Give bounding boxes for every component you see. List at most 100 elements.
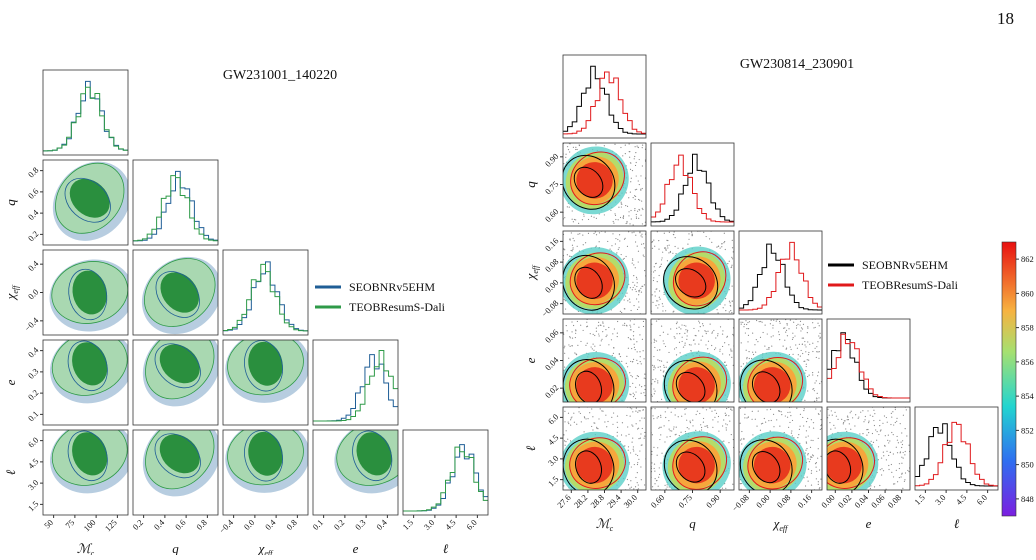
sample-dot [802,352,804,355]
sample-dot [702,421,705,423]
sample-dot [656,281,658,283]
sample-dot [741,438,743,440]
sample-dot [636,482,638,484]
sample-dot [808,426,810,428]
sample-dot [653,277,655,279]
sample-dot [633,323,635,325]
sample-dot [665,248,667,250]
x-tick-label: 3.0 [933,492,948,507]
sample-dot [636,341,638,343]
sample-dot [879,430,881,432]
sample-dot [629,372,631,374]
sample-dot [801,337,803,339]
sample-dot [674,337,676,339]
sample-dot [662,376,665,378]
sample-dot [629,407,631,409]
sample-dot [638,326,640,328]
sample-dot [626,414,628,417]
sample-dot [803,408,805,410]
sample-dot [808,351,810,354]
contour [160,272,200,313]
sample-dot [799,413,802,415]
colorbar-tick-label: 856 [1021,357,1034,367]
panel-frame [222,429,309,516]
y-tick-label: 1.5 [546,474,561,489]
sample-dot [662,251,664,253]
sample-dot [576,245,578,247]
sample-dot [604,231,606,233]
sample-dot [817,448,819,450]
sample-dot [574,352,576,354]
sample-dot [768,346,770,349]
sample-dot [784,415,786,417]
sample-dot [877,459,879,461]
sample-dot [877,446,880,448]
sample-dot [635,298,638,300]
sample-dot [688,233,690,235]
sample-dot [699,326,701,328]
sample-dot [721,246,723,248]
sample-dot [620,253,622,256]
sample-dot [653,365,655,367]
sample-dot [618,353,620,356]
sample-dot [876,431,878,433]
label-sub: c [610,524,614,533]
sample-dot [627,484,630,486]
sample-dot [640,466,642,468]
sample-dot [614,243,617,245]
sample-dot [904,450,906,453]
contour [672,436,728,490]
sample-dot [804,340,806,343]
sample-dot [577,233,579,235]
sample-dot [754,418,756,420]
sample-dot [624,144,626,146]
sample-dot [691,235,693,237]
sample-dot [660,462,662,464]
sample-dot [742,363,745,365]
sample-dot [700,339,702,341]
sample-dot [757,410,759,412]
sample-dot [764,345,766,347]
sample-dot [746,323,748,326]
sample-dot [740,323,742,325]
sample-dot [618,206,620,208]
sample-dot [833,424,835,426]
contour [573,166,604,198]
sample-dot [586,342,588,344]
sample-dot [638,291,640,293]
sample-dot [642,285,644,287]
sample-dot [668,428,670,430]
sample-dot [629,320,631,322]
sample-dot [660,369,662,371]
sample-dot [730,266,732,269]
sample-dot [748,357,750,360]
contour [72,432,108,476]
panel [42,429,129,516]
sample-dot [892,476,895,478]
sample-dot [652,378,654,381]
sample-dot [641,165,643,167]
sample-dot [628,433,630,435]
sample-dot [584,417,586,419]
sample-dot [789,346,791,348]
sample-dot [728,260,730,262]
sample-dot [655,262,657,265]
x-tick-label: 1.5 [400,517,415,532]
sample-dot [830,428,832,430]
sample-dot [639,289,641,291]
panel-frame [738,230,823,315]
colorbar-tick-label: 848 [1021,494,1034,504]
sample-dot [827,408,829,410]
contour [575,450,603,484]
sample-dot [657,366,659,368]
sample-dot [668,420,670,422]
panel [650,142,735,227]
panel-frame [312,429,399,516]
y-tick-label: 0.75 [543,179,561,197]
sample-dot [575,353,577,355]
sample-dot [667,333,669,335]
sample-dot [864,415,866,418]
sample-dot [637,198,640,201]
sample-dot [630,339,632,341]
sample-dot [622,155,624,157]
